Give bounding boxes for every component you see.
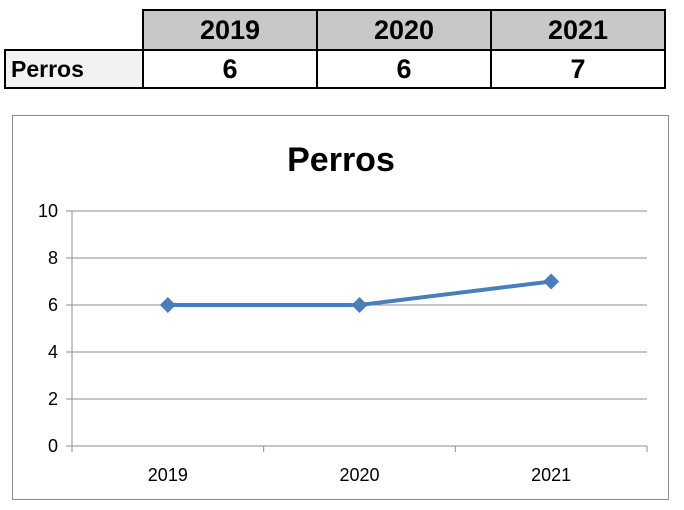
table-header-2021: 2021 xyxy=(490,9,666,51)
table-row-label: Perros xyxy=(4,49,144,89)
data-point-2021 xyxy=(543,273,560,290)
series-layer xyxy=(159,273,560,313)
table-header-2019: 2019 xyxy=(142,9,318,51)
y-tick-label-0: 0 xyxy=(48,436,58,456)
x-tick-labels: 2019 2020 2021 xyxy=(148,465,571,485)
table-row-perros: Perros 6 6 7 xyxy=(4,49,666,89)
table-header-2020: 2020 xyxy=(316,9,492,51)
chart-title: Perros xyxy=(287,141,395,179)
y-tick-label-8: 8 xyxy=(48,248,58,268)
y-tick-label-4: 4 xyxy=(48,342,58,362)
table-cell-2021: 7 xyxy=(490,49,666,89)
y-tick-label-10: 10 xyxy=(38,201,58,221)
table-cell-2020: 6 xyxy=(316,49,492,89)
chart-frame: Perros 0 2 4 6 8 10 2019 2020 2021 xyxy=(12,115,669,500)
data-point-2019 xyxy=(159,297,176,313)
line-chart: Perros 0 2 4 6 8 10 2019 2020 2021 xyxy=(38,141,648,485)
y-tick-label-6: 6 xyxy=(48,295,58,315)
x-tick-label-2019: 2019 xyxy=(148,465,188,485)
table-corner-cell xyxy=(5,10,143,50)
table-cell-2019: 6 xyxy=(142,49,318,89)
y-tick-labels: 0 2 4 6 8 10 xyxy=(38,201,58,456)
data-point-2020 xyxy=(351,297,368,313)
x-tick-label-2021: 2021 xyxy=(531,465,571,485)
axis-layer xyxy=(66,210,648,452)
table-header-row: 2019 2020 2021 xyxy=(5,9,666,51)
data-table: 2019 2020 2021 Perros 6 6 7 xyxy=(4,9,666,89)
x-tick-label-2020: 2020 xyxy=(339,465,379,485)
y-tick-label-2: 2 xyxy=(48,389,58,409)
